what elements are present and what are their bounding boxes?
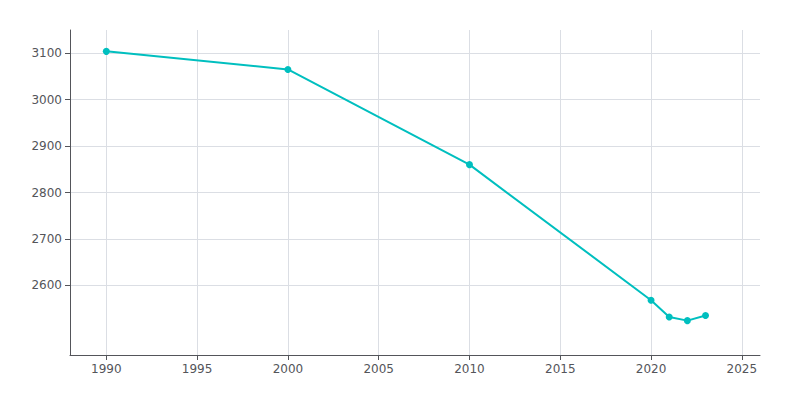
svg-text:2800: 2800 [31, 186, 62, 200]
svg-text:2015: 2015 [545, 362, 576, 376]
svg-text:1995: 1995 [182, 362, 213, 376]
svg-text:2010: 2010 [454, 362, 485, 376]
svg-text:2600: 2600 [31, 278, 62, 292]
svg-text:2900: 2900 [31, 139, 62, 153]
svg-text:3000: 3000 [31, 93, 62, 107]
svg-text:1990: 1990 [91, 362, 122, 376]
svg-text:3100: 3100 [31, 46, 62, 60]
svg-text:2700: 2700 [31, 232, 62, 246]
svg-text:2025: 2025 [727, 362, 758, 376]
svg-text:2005: 2005 [363, 362, 394, 376]
svg-text:2020: 2020 [636, 362, 667, 376]
svg-text:2000: 2000 [273, 362, 304, 376]
